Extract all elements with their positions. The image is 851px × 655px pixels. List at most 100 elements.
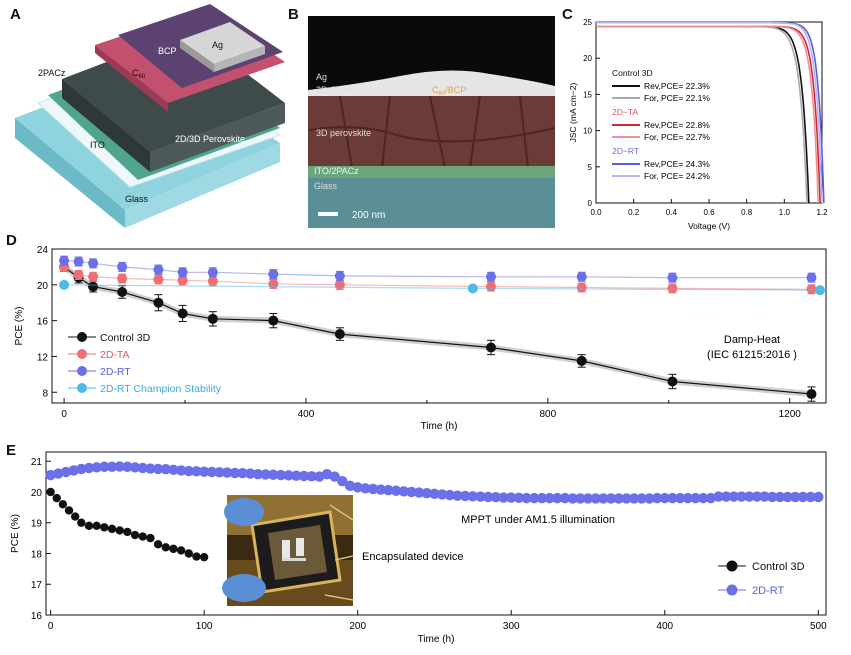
- data-point-1-77: [636, 493, 647, 504]
- data-point-1-6: [91, 462, 102, 473]
- legend-label-0: Control 3D: [752, 561, 805, 573]
- data-point-2-4: [153, 264, 164, 275]
- legend-label-3: 2D-RT Champion Stability: [100, 383, 222, 395]
- data-point-1-62: [521, 492, 532, 504]
- data-point-1-19: [191, 466, 202, 477]
- ag-label: Ag: [212, 40, 223, 50]
- data-point-1-82: [674, 492, 686, 504]
- data-point-2-10: [576, 271, 587, 282]
- data-point-0-14: [146, 533, 155, 543]
- data-point-2-0: [59, 255, 70, 266]
- x-tick-label-5: 500: [810, 621, 827, 632]
- ag-layer-front: [180, 40, 214, 72]
- x-axis-label: Time (h): [418, 634, 455, 645]
- data-point-1-5: [177, 275, 188, 286]
- data-point-2-3: [117, 261, 128, 272]
- data-point-1-20: [198, 466, 210, 477]
- data-point-0-5: [77, 518, 86, 527]
- data-point-0-7: [92, 521, 101, 531]
- data-point-1-64: [536, 492, 548, 504]
- data-point-1-28: [260, 469, 271, 480]
- panel-c-label: C: [562, 6, 573, 23]
- y-tick-label-3: 19: [31, 519, 43, 530]
- data-point-1-38: [337, 476, 348, 487]
- data-point-1-60: [506, 492, 517, 503]
- data-point-1-55: [467, 491, 479, 502]
- legend-marker-0: [726, 560, 738, 572]
- data-point-1-4: [76, 463, 87, 475]
- data-point-1-88: [720, 491, 732, 502]
- data-point-0-9: [486, 342, 497, 353]
- pacz-label: 2PACz: [38, 68, 66, 78]
- data-point-1-90: [736, 491, 747, 502]
- data-point-1-15: [160, 464, 171, 475]
- data-point-1-81: [667, 492, 678, 504]
- x-tick-label-1: 100: [196, 621, 213, 632]
- data-point-2-7: [268, 269, 279, 280]
- data-point-1-47: [406, 486, 417, 498]
- data-point-1-84: [690, 492, 701, 504]
- y-tick-label-1: 17: [31, 580, 43, 591]
- y-tick-label-0: 16: [31, 611, 43, 622]
- data-point-1-21: [206, 466, 218, 478]
- data-point-1-25: [237, 468, 248, 479]
- plot-frame: [45, 451, 827, 616]
- legend-entry-0-1: For, PCE= 22.1%: [644, 93, 710, 103]
- y-tick-label-2: 18: [31, 549, 43, 560]
- data-point-1-91: [744, 491, 755, 502]
- y-tick-label-3: 15: [583, 90, 592, 99]
- data-point-1-10: [122, 461, 133, 472]
- data-point-0-1: [52, 493, 61, 503]
- legend-label-0: Control 3D: [100, 332, 151, 344]
- y-axis-label: PCE (%): [10, 514, 21, 553]
- y-tick-label-4: 20: [31, 488, 43, 499]
- data-point-0-18: [176, 546, 186, 555]
- data-point-0-7: [268, 315, 279, 326]
- data-point-1-40: [352, 482, 363, 493]
- data-point-2-5: [177, 267, 188, 278]
- data-point-0-12: [130, 530, 140, 540]
- x-axis-label: Time (h): [421, 421, 458, 432]
- x-tick-label-1: 0.2: [628, 208, 640, 217]
- data-point-1-50: [429, 488, 440, 500]
- data-point-1-26: [245, 468, 256, 479]
- data-point-1-59: [498, 492, 509, 503]
- legend-label-2: 2D-RT: [100, 366, 131, 378]
- data-point-1-22: [214, 467, 225, 478]
- data-point-2-12: [806, 272, 817, 283]
- x-tick-label-3: 1200: [779, 409, 802, 420]
- data-point-1-70: [582, 493, 594, 504]
- data-point-1-41: [360, 483, 371, 494]
- legend-marker-1: [726, 584, 738, 596]
- data-point-3-1: [467, 283, 478, 294]
- data-point-0-16: [161, 543, 170, 552]
- y-tick-label-0: 0: [588, 199, 593, 208]
- data-point-0-3: [117, 286, 128, 297]
- data-point-1-79: [651, 492, 663, 504]
- data-point-1-12: [137, 462, 148, 474]
- perovskite-side: [150, 103, 285, 172]
- data-point-0-8: [334, 329, 345, 340]
- data-point-0-21: [199, 552, 209, 562]
- data-point-0-10: [115, 526, 124, 535]
- data-point-1-57: [483, 491, 494, 503]
- sem-label-ag: Ag: [316, 72, 327, 82]
- data-point-1-8: [106, 461, 118, 472]
- data-point-1-73: [605, 493, 617, 504]
- data-point-0-6: [207, 313, 218, 324]
- sem-ito-layer: [308, 166, 555, 178]
- data-point-1-17: [175, 465, 187, 476]
- panel-e-label: E: [6, 442, 17, 459]
- x-tick-label-6: 1.2: [816, 208, 828, 217]
- data-point-1-46: [398, 486, 409, 497]
- y-axis-label: JSC (mA cm−2): [568, 82, 578, 142]
- data-point-1-42: [367, 483, 379, 495]
- data-point-1-9: [114, 461, 125, 472]
- x-tick-label-5: 1.0: [779, 208, 791, 217]
- panel-b-label: B: [288, 6, 299, 23]
- legend-group-2: 2D−RT: [612, 146, 639, 156]
- data-point-1-10: [576, 282, 587, 293]
- data-point-1-2: [88, 271, 99, 282]
